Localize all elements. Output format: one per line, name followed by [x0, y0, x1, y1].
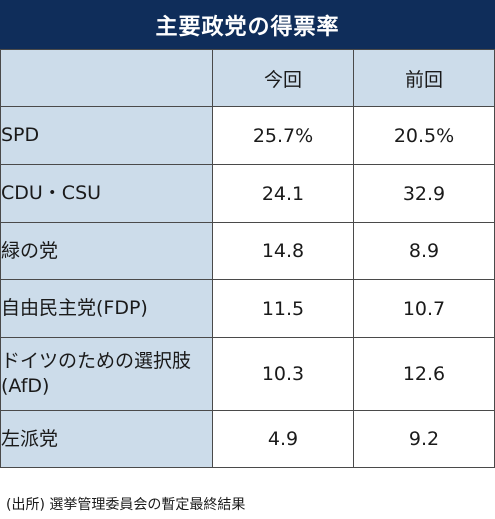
- source-note: (出所) 選挙管理委員会の暫定最終結果: [6, 497, 246, 513]
- current-value: 4.9: [212, 410, 354, 468]
- party-name: 緑の党: [0, 222, 213, 280]
- table-row: 左派党 4.9 9.2: [0, 410, 495, 468]
- current-value: 11.5: [212, 279, 354, 338]
- party-name: 自由民主党(FDP): [0, 279, 213, 338]
- current-value: 14.8: [212, 222, 354, 280]
- previous-value: 32.9: [353, 164, 495, 223]
- table-row: 自由民主党(FDP) 11.5 10.7: [0, 279, 495, 338]
- previous-value: 8.9: [353, 222, 495, 280]
- previous-value: 20.5%: [353, 106, 495, 165]
- current-value: 10.3: [212, 337, 354, 411]
- previous-value: 9.2: [353, 410, 495, 468]
- table-row: ドイツのための選択肢(AfD) 10.3 12.6: [0, 337, 495, 411]
- current-value: 25.7%: [212, 106, 354, 165]
- current-value: 24.1: [212, 164, 354, 223]
- column-header-current: 今回: [212, 49, 354, 107]
- previous-value: 12.6: [353, 337, 495, 411]
- previous-value: 10.7: [353, 279, 495, 338]
- party-name: 左派党: [0, 410, 213, 468]
- party-name: ドイツのための選択肢(AfD): [0, 337, 213, 411]
- column-header-previous: 前回: [353, 49, 495, 107]
- table-title: 主要政党の得票率: [0, 0, 495, 49]
- header-row: 今回 前回: [0, 49, 495, 107]
- table-row: 緑の党 14.8 8.9: [0, 222, 495, 280]
- party-name: CDU・CSU: [0, 164, 213, 223]
- header-corner-cell: [0, 49, 213, 107]
- party-name: SPD: [0, 106, 213, 165]
- table-row: SPD 25.7% 20.5%: [0, 106, 495, 165]
- table-row: CDU・CSU 24.1 32.9: [0, 164, 495, 223]
- vote-share-table: 今回 前回 SPD 25.7% 20.5% CDU・CSU 24.1 32.9 …: [0, 49, 495, 468]
